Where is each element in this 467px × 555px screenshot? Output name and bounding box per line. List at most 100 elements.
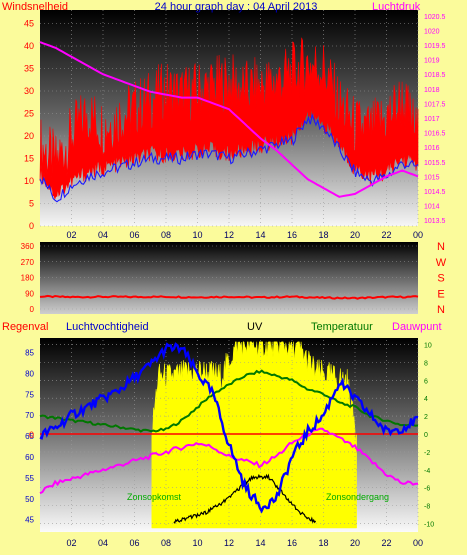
y-tick-label: 80 [25, 369, 34, 378]
y-right-tick-label: 1018 [424, 87, 440, 94]
y-tick-label: 0 [29, 221, 34, 231]
y-tick-label: 75 [25, 390, 34, 399]
chart-title: 24 hour graph day : 04 April 2013 [155, 1, 318, 13]
y-tick-label: 5 [29, 199, 34, 209]
y-right-tick-label: 1017.5 [424, 101, 446, 108]
y-right-tick-label: 4 [424, 396, 428, 403]
y-right-tick-label: 1015.5 [424, 160, 446, 167]
y-right-tick-label: -2 [424, 450, 430, 457]
x-tick-label: 20 [350, 538, 360, 548]
y-right-tick-label: 1019 [424, 58, 440, 65]
x-tick-label: 00 [413, 538, 423, 548]
y-right-tick-label: 1014 [424, 204, 440, 211]
x-tick-label: 12 [224, 230, 234, 240]
y-tick-label: 45 [25, 516, 34, 525]
y-right-tick-label: 1020.5 [424, 14, 446, 21]
y-tick-label: 180 [21, 274, 35, 283]
y-right-tick-label: 1020 [424, 28, 440, 35]
y-tick-label: 40 [24, 41, 34, 51]
climate-panel-series [39, 342, 419, 524]
y-tick-label: 30 [24, 86, 34, 96]
x-tick-label: 14 [255, 538, 265, 548]
uv-label: UV [247, 321, 263, 333]
x-tick-label: 16 [287, 538, 297, 548]
x-tick-label: 04 [98, 538, 108, 548]
y-right-tick-label: 2 [424, 414, 428, 421]
y-tick-label: 270 [21, 258, 35, 267]
x-tick-label: 08 [161, 230, 171, 240]
x-tick-label: 18 [318, 538, 328, 548]
compass-label: W [436, 257, 447, 269]
pressure-line [39, 41, 419, 198]
temperature-label: Temperatuur [311, 321, 373, 333]
x-tick-label: 08 [161, 538, 171, 548]
dewpoint-line [39, 427, 418, 495]
y-tick-label: 10 [24, 176, 34, 186]
x-tick-label: 02 [66, 538, 76, 548]
direction-panel-series [39, 294, 419, 300]
y-tick-label: 65 [25, 432, 34, 441]
y-right-tick-label: 1013.5 [424, 218, 446, 225]
y-right-tick-label: 1016.5 [424, 131, 446, 138]
x-tick-label: 00 [413, 230, 423, 240]
x-tick-label: 04 [98, 230, 108, 240]
compass-label: N [437, 304, 445, 316]
y-tick-label: 50 [25, 495, 34, 504]
humidity-label: Luchtvochtigheid [66, 321, 149, 333]
y-right-tick-label: 10 [424, 342, 432, 349]
y-tick-label: 70 [25, 411, 34, 420]
rain-label: Regenval [2, 321, 48, 333]
y-right-tick-label: 0 [424, 432, 428, 439]
dewpoint-label: Dauwpunt [392, 321, 442, 333]
y-tick-label: 85 [25, 349, 34, 358]
x-tick-label: 22 [381, 230, 391, 240]
y-right-tick-label: 6 [424, 378, 428, 385]
y-right-tick-label: 1015 [424, 174, 440, 181]
x-tick-label: 02 [66, 230, 76, 240]
x-tick-label: 10 [192, 538, 202, 548]
compass-label: E [437, 288, 444, 300]
y-right-tick-label: 1019.5 [424, 43, 446, 50]
sunset-label: Zonsondergang [326, 492, 389, 502]
wind-panel-series [39, 37, 419, 203]
temperature-line [39, 369, 419, 433]
rain-axis-value: 0 [29, 430, 34, 440]
humidity-line [39, 342, 419, 514]
compass-label: S [437, 273, 444, 285]
wind-speed-label: Windsnelheid [2, 1, 68, 13]
x-tick-label: 16 [287, 230, 297, 240]
y-right-tick-label: 1014.5 [424, 189, 446, 196]
y-right-tick-label: -6 [424, 486, 430, 493]
x-tick-label: 06 [129, 538, 139, 548]
y-tick-label: 45 [24, 19, 34, 29]
x-tick-label: 18 [318, 230, 328, 240]
y-right-tick-label: 1016 [424, 145, 440, 152]
y-tick-label: 20 [24, 131, 34, 141]
y-right-tick-label: -8 [424, 504, 430, 511]
x-tick-label: 20 [350, 230, 360, 240]
wind-panel-axes: 0510152025303540451013.510141014.5101510… [24, 14, 446, 240]
y-right-tick-label: -4 [424, 468, 430, 475]
sunrise-label: Zonsopkomst [127, 492, 182, 502]
y-tick-label: 55 [25, 474, 34, 483]
y-tick-label: 15 [24, 154, 34, 164]
x-tick-label: 10 [192, 230, 202, 240]
y-tick-label: 25 [24, 109, 34, 119]
wind-direction-line [39, 294, 419, 300]
x-tick-label: 22 [381, 538, 391, 548]
y-tick-label: 60 [25, 453, 34, 462]
y-tick-label: 35 [24, 64, 34, 74]
y-right-tick-label: 1017 [424, 116, 440, 123]
wind-average-line [39, 113, 419, 203]
wind-gust-area [39, 37, 419, 200]
x-tick-label: 14 [255, 230, 265, 240]
direction-panel-background [40, 242, 418, 314]
x-tick-label: 12 [224, 538, 234, 548]
x-tick-label: 06 [129, 230, 139, 240]
y-tick-label: 360 [21, 242, 35, 251]
y-tick-label: 0 [30, 305, 35, 314]
